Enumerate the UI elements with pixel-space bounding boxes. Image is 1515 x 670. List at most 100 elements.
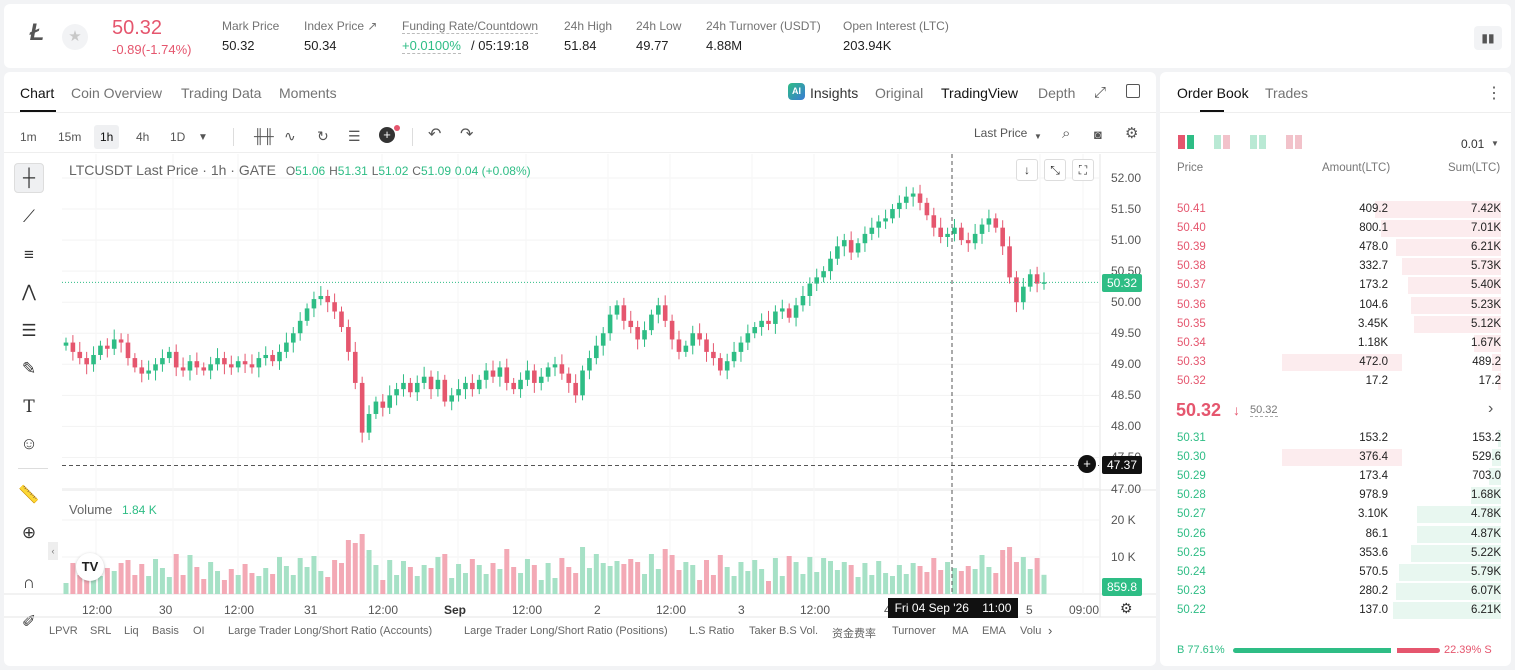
bid-row[interactable]: 50.28 978.9 1.68K xyxy=(1160,486,1511,505)
view-tradingview[interactable]: TradingView xyxy=(941,85,1019,101)
indicator-tab[interactable]: 资金费率 xyxy=(832,628,876,640)
candle-body xyxy=(187,361,193,371)
templates-icon[interactable]: ☰ xyxy=(348,128,361,144)
text-tool-icon[interactable]: T xyxy=(23,397,35,417)
bid-row[interactable]: 50.30 376.4 529.6 xyxy=(1160,448,1511,467)
ask-row[interactable]: 50.38 332.7 5.73K xyxy=(1160,257,1511,276)
indicator-tab[interactable]: Basis xyxy=(152,625,179,637)
pattern-icon[interactable]: ⋀ xyxy=(22,282,36,301)
search-icon[interactable]: ⌕ xyxy=(1062,125,1071,142)
indicator-tab[interactable]: Taker B.S Vol. xyxy=(749,625,819,637)
view-asks-icon[interactable] xyxy=(1250,135,1266,149)
view-original[interactable]: Original xyxy=(875,85,924,101)
fibonacci-icon[interactable]: ☰ xyxy=(21,321,37,340)
fullscreen-icon[interactable]: ⛶ xyxy=(1072,159,1094,181)
gear-icon[interactable]: ⚙ xyxy=(1125,125,1139,142)
trendline-icon[interactable]: ⟋ xyxy=(23,207,35,226)
bid-row[interactable]: 50.23 280.2 6.07K xyxy=(1160,582,1511,601)
emoji-icon[interactable]: ☺ xyxy=(20,434,38,453)
ask-row[interactable]: 50.39 478.0 6.21K xyxy=(1160,238,1511,257)
bid-row[interactable]: 50.25 353.6 5.22K xyxy=(1160,544,1511,563)
indicator-tab[interactable]: OI xyxy=(193,625,205,637)
chevron-right-icon[interactable]: › xyxy=(1488,400,1494,417)
more-menu-icon[interactable]: ⋮ xyxy=(1486,85,1502,102)
bid-row[interactable]: 50.29 173.4 703.0 xyxy=(1160,467,1511,486)
high-value: 51.84 xyxy=(564,38,597,53)
bid-row[interactable]: 50.26 86.1 4.87K xyxy=(1160,525,1511,544)
camera-icon[interactable]: ◙ xyxy=(1094,127,1102,142)
bid-row[interactable]: 50.22 137.0 6.21K xyxy=(1160,601,1511,620)
precision-select[interactable]: 0.01 xyxy=(1461,137,1485,151)
ask-row[interactable]: 50.41 409.2 7.42K xyxy=(1160,200,1511,219)
view-sells-icon[interactable] xyxy=(1286,135,1302,149)
tab-trading-data[interactable]: Trading Data xyxy=(181,85,262,101)
bid-row[interactable]: 50.27 3.10K 4.78K xyxy=(1160,505,1511,524)
tab-trades[interactable]: Trades xyxy=(1265,85,1309,101)
indicators-icon[interactable]: ∿ xyxy=(284,128,296,144)
ask-row[interactable]: 50.36 104.6 5.23K xyxy=(1160,296,1511,315)
horizontal-lines-icon[interactable]: ≡ xyxy=(24,245,34,264)
indicator-tab[interactable]: L.S Ratio xyxy=(689,625,735,637)
window-icon[interactable] xyxy=(1126,84,1140,98)
chevron-down-icon[interactable]: ▼ xyxy=(1034,132,1042,141)
view-depth[interactable]: Depth xyxy=(1038,85,1076,101)
ruler-icon[interactable]: 📏 xyxy=(18,485,40,504)
timeframe-1h[interactable]: 1h xyxy=(94,125,120,149)
ask-row[interactable]: 50.40 800.1 7.01K xyxy=(1160,219,1511,238)
scroll-down-icon[interactable]: ↓ xyxy=(1016,159,1038,181)
indicator-tab[interactable]: Turnover xyxy=(892,625,936,637)
volume-bar xyxy=(690,565,696,594)
ask-row[interactable]: 50.35 3.45K 5.12K xyxy=(1160,315,1511,334)
crosshair-add-icon[interactable]: + xyxy=(1078,455,1096,473)
indicator-tab[interactable]: LPVR xyxy=(49,625,78,637)
indicator-tab[interactable]: SRL xyxy=(90,625,112,637)
tab-coin-overview[interactable]: Coin Overview xyxy=(71,85,163,101)
view-bids-icon[interactable] xyxy=(1214,135,1230,149)
crosshair-icon[interactable]: ┼ xyxy=(14,163,44,193)
indicator-tab[interactable]: Volu xyxy=(1020,625,1042,637)
price-type-select[interactable]: Last Price xyxy=(974,126,1028,140)
brush-icon[interactable]: ✎ xyxy=(21,359,37,378)
magnet-icon[interactable]: ∩ xyxy=(22,573,36,592)
pencil-lock-icon[interactable]: ✐ xyxy=(21,612,37,631)
chevron-down-icon[interactable]: ▼ xyxy=(198,132,208,143)
tab-chart[interactable]: Chart xyxy=(20,85,55,101)
tab-moments[interactable]: Moments xyxy=(279,85,337,101)
ask-row[interactable]: 50.37 173.2 5.40K xyxy=(1160,276,1511,295)
ask-row[interactable]: 50.32 17.2 17.2 xyxy=(1160,372,1511,391)
candle-type-icon[interactable]: ╫╫ xyxy=(254,128,274,144)
view-insights[interactable]: Insights xyxy=(810,85,859,101)
favorite-star-icon[interactable]: ★ xyxy=(62,24,88,50)
bid-row[interactable]: 50.31 153.2 153.2 xyxy=(1160,429,1511,448)
collapse-icon[interactable]: ⤡ xyxy=(1044,159,1066,181)
timeframe-15m[interactable]: 15m xyxy=(58,130,82,144)
chevron-down-icon[interactable]: ▼ xyxy=(1491,139,1499,148)
chevron-right-icon[interactable]: › xyxy=(1048,623,1053,638)
zoom-in-icon[interactable]: ⊕ xyxy=(21,523,37,542)
book-icon[interactable]: ▮▮ xyxy=(1474,26,1502,50)
undo-icon[interactable]: ↶ xyxy=(428,126,442,143)
candle-body xyxy=(304,308,310,321)
index-price-label[interactable]: Index Price ↗ xyxy=(304,19,378,33)
view-both-icon[interactable] xyxy=(1178,135,1194,149)
volume-bar xyxy=(318,571,324,594)
indicator-tab[interactable]: Liq xyxy=(124,625,139,637)
timeframe-1d[interactable]: 1D xyxy=(170,130,186,144)
indicator-tab[interactable]: MA xyxy=(952,625,969,637)
indicator-tab[interactable]: Large Trader Long/Short Ratio (Positions… xyxy=(464,625,668,637)
timeframe-4h[interactable]: 4h xyxy=(136,130,150,144)
compare-icon[interactable]: ↻ xyxy=(317,128,329,144)
collapse-toolbar-icon[interactable]: ‹ xyxy=(48,542,58,560)
ai-insights-icon[interactable]: AI xyxy=(788,83,805,100)
redo-icon[interactable]: ↷ xyxy=(460,126,474,143)
tab-order-book[interactable]: Order Book xyxy=(1177,85,1249,101)
indicator-tab[interactable]: EMA xyxy=(982,625,1006,637)
expand-icon[interactable]: ⤢ xyxy=(1094,84,1107,101)
time-settings-icon[interactable]: ⚙ xyxy=(1120,600,1133,616)
timeframe-1m[interactable]: 1m xyxy=(20,130,37,144)
bid-row[interactable]: 50.24 570.5 5.79K xyxy=(1160,563,1511,582)
indicator-tab[interactable]: Large Trader Long/Short Ratio (Accounts) xyxy=(228,625,433,637)
ask-row[interactable]: 50.34 1.18K 1.67K xyxy=(1160,334,1511,353)
add-indicator-icon[interactable]: + xyxy=(379,127,395,143)
ask-row[interactable]: 50.33 472.0 489.2 xyxy=(1160,353,1511,372)
